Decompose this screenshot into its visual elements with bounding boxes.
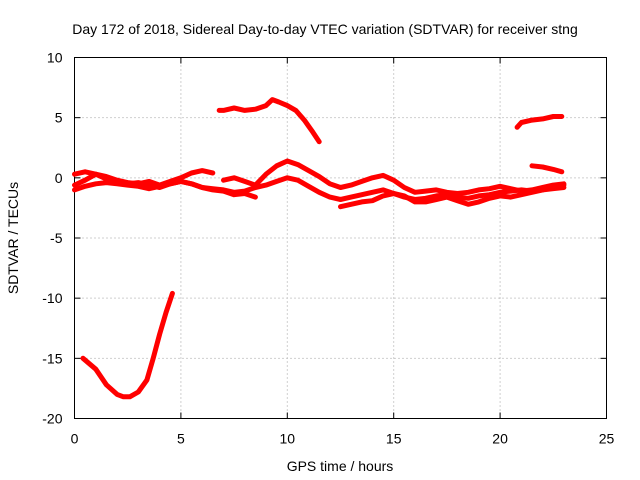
y-tick-label: -10 — [42, 290, 62, 306]
series-track-9 — [514, 114, 565, 130]
series-track-5 — [221, 158, 567, 196]
y-tick-label: 0 — [55, 170, 63, 186]
x-tick-label: 5 — [177, 431, 185, 447]
x-tick-label: 0 — [71, 431, 79, 447]
tick-marks — [74, 57, 607, 419]
x-tick-label: 15 — [386, 431, 402, 447]
series-layer — [72, 97, 567, 400]
y-tick-label: -15 — [42, 350, 62, 366]
x-tick-labels: 0 5 10 15 20 25 — [71, 431, 615, 447]
y-tick-label: 10 — [47, 50, 63, 66]
chart-title: Day 172 of 2018, Sidereal Day-to-day VTE… — [72, 21, 578, 37]
x-tick-label: 25 — [599, 431, 615, 447]
y-tick-label: -5 — [50, 230, 63, 246]
series-track-3 — [72, 178, 184, 193]
series-track-10 — [529, 163, 565, 175]
series-track-8 — [216, 97, 322, 145]
series-track-4 — [178, 175, 567, 202]
y-tick-labels: -20 -15 -10 -5 0 5 10 — [42, 50, 62, 427]
series-track-6 — [338, 182, 567, 210]
x-tick-label: 10 — [280, 431, 296, 447]
y-tick-label: -20 — [42, 411, 62, 427]
y-axis-label: SDTVAR / TECUs — [5, 182, 21, 294]
series-track-7 — [80, 290, 175, 400]
grid — [74, 57, 607, 419]
x-tick-label: 20 — [492, 431, 508, 447]
x-axis-label: GPS time / hours — [287, 458, 394, 474]
y-tick-label: 5 — [55, 110, 63, 126]
